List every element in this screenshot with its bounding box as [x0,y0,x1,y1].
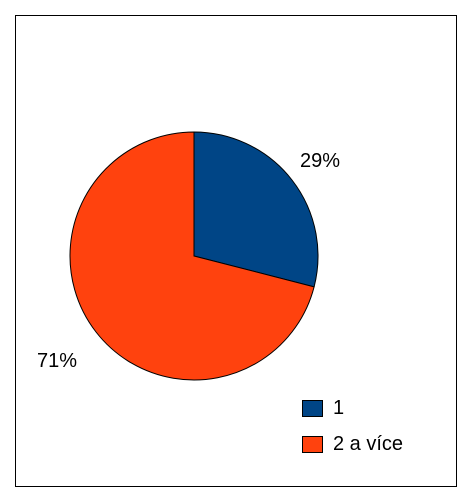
pie-slice-2-a-více [69,131,315,381]
legend-label-1: 1 [333,396,345,419]
slice-label-1: 29% [300,150,340,172]
legend: 1 2 a více [302,395,403,467]
legend-swatch-2-a-vice [302,435,323,453]
slice-label-2-a-vice: 71% [37,350,77,372]
legend-item-1: 1 [302,395,403,421]
pie-slice-1 [193,131,319,288]
legend-swatch-1 [302,399,323,417]
legend-item-2-a-vice: 2 a více [302,431,403,457]
legend-label-2-a-vice: 2 a více [333,432,404,455]
